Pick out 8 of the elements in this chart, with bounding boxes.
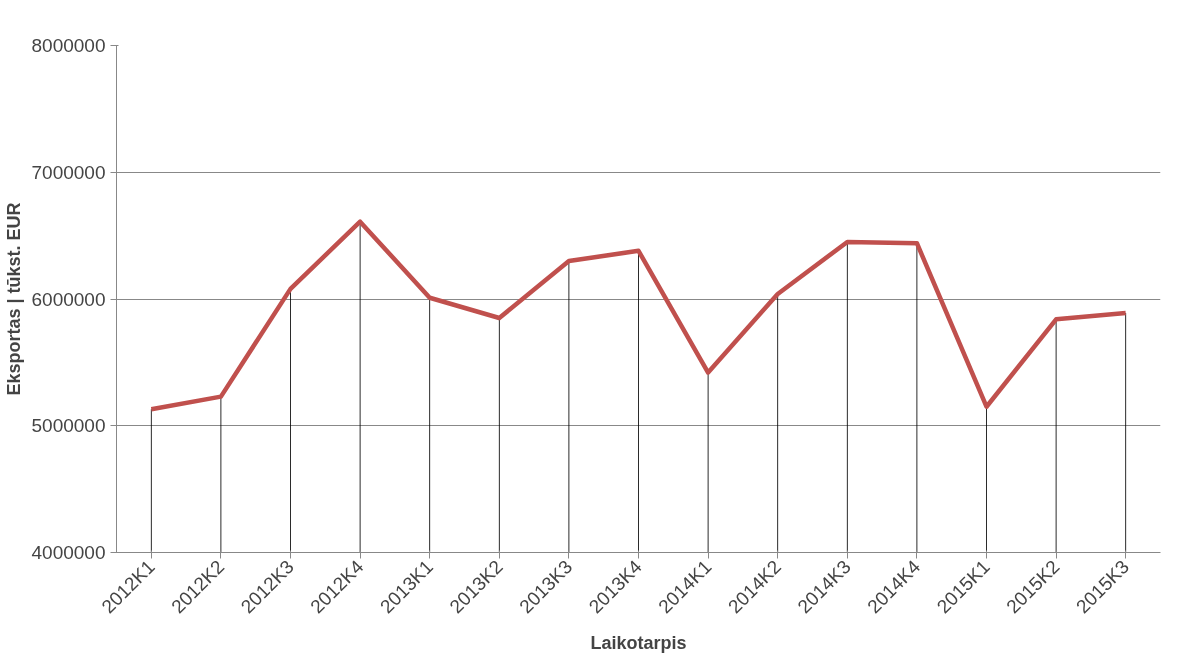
line-series <box>149 219 1128 412</box>
y-tick-label: 5000000 <box>31 415 106 437</box>
y-tick-label: 7000000 <box>31 161 106 183</box>
y-tick-label: 6000000 <box>31 288 106 310</box>
y-tick-label: 8000000 <box>31 35 106 56</box>
y-tick-label: 4000000 <box>31 542 106 563</box>
x-axis-title: Laikotarpis <box>590 632 687 653</box>
y-axis-title: Eksportas | tūkst. EUR <box>3 202 24 396</box>
